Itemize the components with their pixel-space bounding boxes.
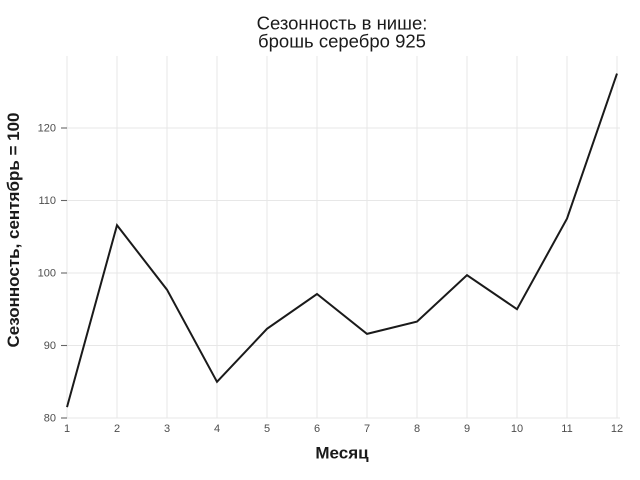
svg-text:80: 80 [44, 413, 56, 425]
svg-text:Месяц: Месяц [315, 444, 369, 463]
svg-text:11: 11 [561, 423, 572, 435]
svg-text:120: 120 [38, 123, 56, 135]
svg-text:брошь серебро 925: брошь серебро 925 [258, 31, 426, 52]
svg-text:12: 12 [611, 423, 623, 435]
svg-text:3: 3 [164, 423, 170, 435]
svg-text:8: 8 [414, 423, 420, 435]
svg-text:110: 110 [38, 195, 56, 207]
svg-text:100: 100 [38, 268, 56, 280]
svg-text:6: 6 [314, 423, 320, 435]
svg-text:1: 1 [64, 423, 70, 435]
svg-text:7: 7 [364, 423, 370, 435]
svg-text:10: 10 [511, 423, 523, 435]
svg-text:5: 5 [264, 423, 270, 435]
svg-text:2: 2 [114, 423, 120, 435]
svg-text:Сезонность, сентябрь = 100: Сезонность, сентябрь = 100 [4, 112, 23, 347]
svg-text:4: 4 [214, 423, 220, 435]
svg-text:90: 90 [44, 340, 56, 352]
svg-text:9: 9 [464, 423, 470, 435]
